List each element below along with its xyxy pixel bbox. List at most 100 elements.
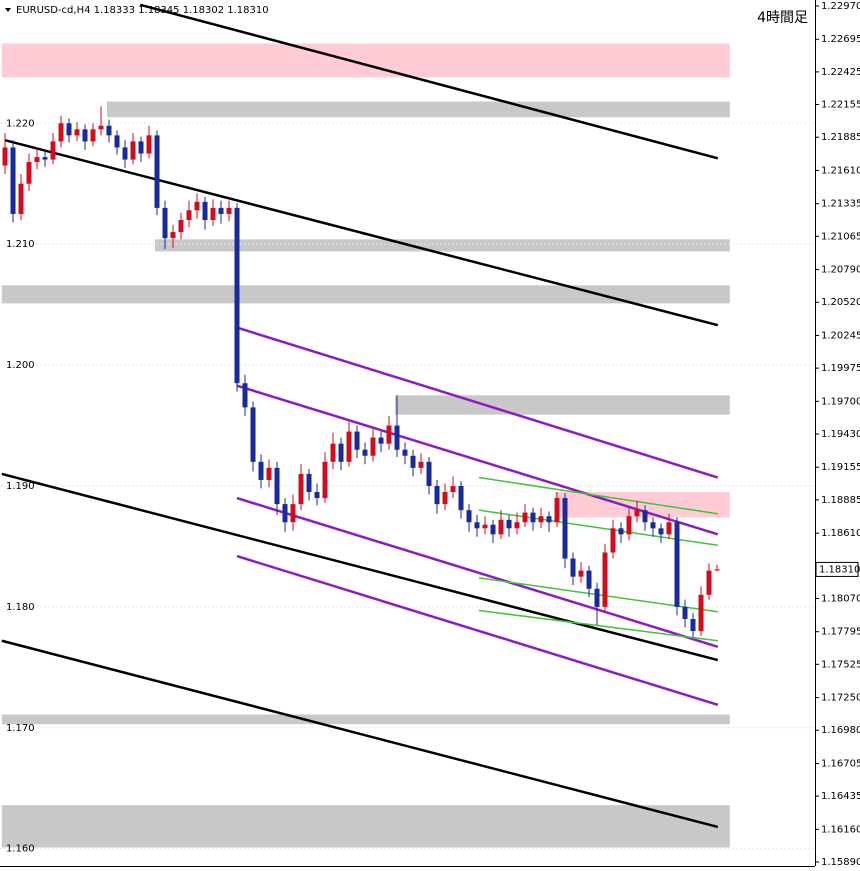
y-tick-label: 1.22155 <box>821 100 860 111</box>
candle-body <box>146 135 152 154</box>
candle-body <box>2 147 8 166</box>
y-tick-label: 1.20245 <box>821 330 860 341</box>
candle-body <box>114 135 120 148</box>
candle-body <box>314 492 320 499</box>
plot-area: 1.220 1.210 1.200 1.190 1.180 1.170 1.160 <box>0 3 815 855</box>
candle-body <box>514 522 520 529</box>
candle-body <box>458 485 464 511</box>
candle-body <box>426 461 432 486</box>
candle-body <box>522 512 528 523</box>
candle-body <box>170 232 176 239</box>
y-tick-label: 1.21065 <box>821 231 860 242</box>
price-zone <box>1 714 730 725</box>
y-tick-label: 1.17795 <box>821 627 860 638</box>
trendline <box>478 476 718 515</box>
candle-body <box>682 606 688 619</box>
candle-body <box>434 485 440 505</box>
trendline <box>236 554 719 707</box>
candle-body <box>394 425 400 450</box>
level-label: 1.180 <box>6 602 35 613</box>
timeframe-label: 4時間足 <box>757 10 808 26</box>
candle-body <box>122 147 128 160</box>
candle-body <box>226 207 232 214</box>
candle-body <box>602 552 608 607</box>
candle-body <box>58 123 64 142</box>
candle-body <box>634 510 640 517</box>
candle-body <box>578 570 584 577</box>
candle-body <box>650 522 656 529</box>
y-tick-label: 1.18610 <box>821 528 860 539</box>
price-zone <box>107 101 730 118</box>
y-tick-label: 1.18070 <box>821 593 860 604</box>
candle-body <box>546 516 552 523</box>
y-tick-label: 1.22970 <box>821 1 860 12</box>
candle-body <box>42 157 48 160</box>
candle-body <box>410 455 416 468</box>
candle-body <box>298 473 304 505</box>
candle-body <box>266 467 272 480</box>
candle-body <box>138 141 144 154</box>
candle-body <box>282 504 288 523</box>
candle-body <box>714 569 720 571</box>
y-tick-label: 1.20520 <box>821 297 860 308</box>
y-tick-label: 1.19975 <box>821 363 860 374</box>
candle-body <box>402 449 408 456</box>
candle-body <box>194 201 200 211</box>
candle-body <box>10 147 16 214</box>
candle-body <box>50 141 56 160</box>
trendline <box>139 3 719 160</box>
trendline <box>1 639 719 829</box>
trendline <box>478 609 718 642</box>
level-label: 1.200 <box>6 360 35 371</box>
candle-body <box>330 443 336 462</box>
price-zone <box>1 805 730 848</box>
candle-body <box>274 467 280 505</box>
y-tick-label: 1.22425 <box>821 67 860 78</box>
trendline <box>1 472 719 662</box>
trendline <box>236 326 719 479</box>
candle-body <box>250 407 256 462</box>
y-tick-label: 1.16160 <box>821 824 860 835</box>
candle-body <box>442 492 448 505</box>
level-label: 1.160 <box>6 844 35 855</box>
candle-body <box>618 528 624 535</box>
candle-body <box>98 125 104 130</box>
candle-body <box>370 437 376 456</box>
candle-body <box>106 125 112 136</box>
last-price-box <box>815 561 859 577</box>
candle-body <box>18 183 24 214</box>
candle-body <box>474 522 480 529</box>
y-tick-label: 1.21335 <box>821 199 860 210</box>
candle-body <box>34 157 40 162</box>
y-tick-label: 1.16705 <box>821 758 860 769</box>
candle-body <box>362 449 368 456</box>
candle-body <box>450 485 456 493</box>
level-label: 1.190 <box>6 481 35 492</box>
candle-body <box>306 473 312 493</box>
candle-body <box>498 519 504 535</box>
price-zone <box>1 285 730 304</box>
price-zone <box>395 395 730 415</box>
candle-body <box>338 443 344 462</box>
candle-body <box>154 135 160 208</box>
candle-body <box>418 461 424 468</box>
candle-body <box>666 522 672 535</box>
candle-body <box>490 524 496 535</box>
candle-body <box>354 431 360 450</box>
candle-body <box>642 510 648 523</box>
trendline <box>236 384 719 536</box>
candle-body <box>626 516 632 535</box>
level-label: 1.170 <box>6 723 35 734</box>
candle-body <box>570 558 576 577</box>
candle-body <box>210 207 216 220</box>
candle-body <box>242 383 248 408</box>
price-zone <box>555 492 730 518</box>
candle-body <box>258 461 264 480</box>
candle-body <box>658 528 664 535</box>
level-label: 1.220 <box>6 118 35 129</box>
candle-body <box>554 498 560 523</box>
candle-body <box>506 519 512 529</box>
candle-body <box>234 207 240 384</box>
